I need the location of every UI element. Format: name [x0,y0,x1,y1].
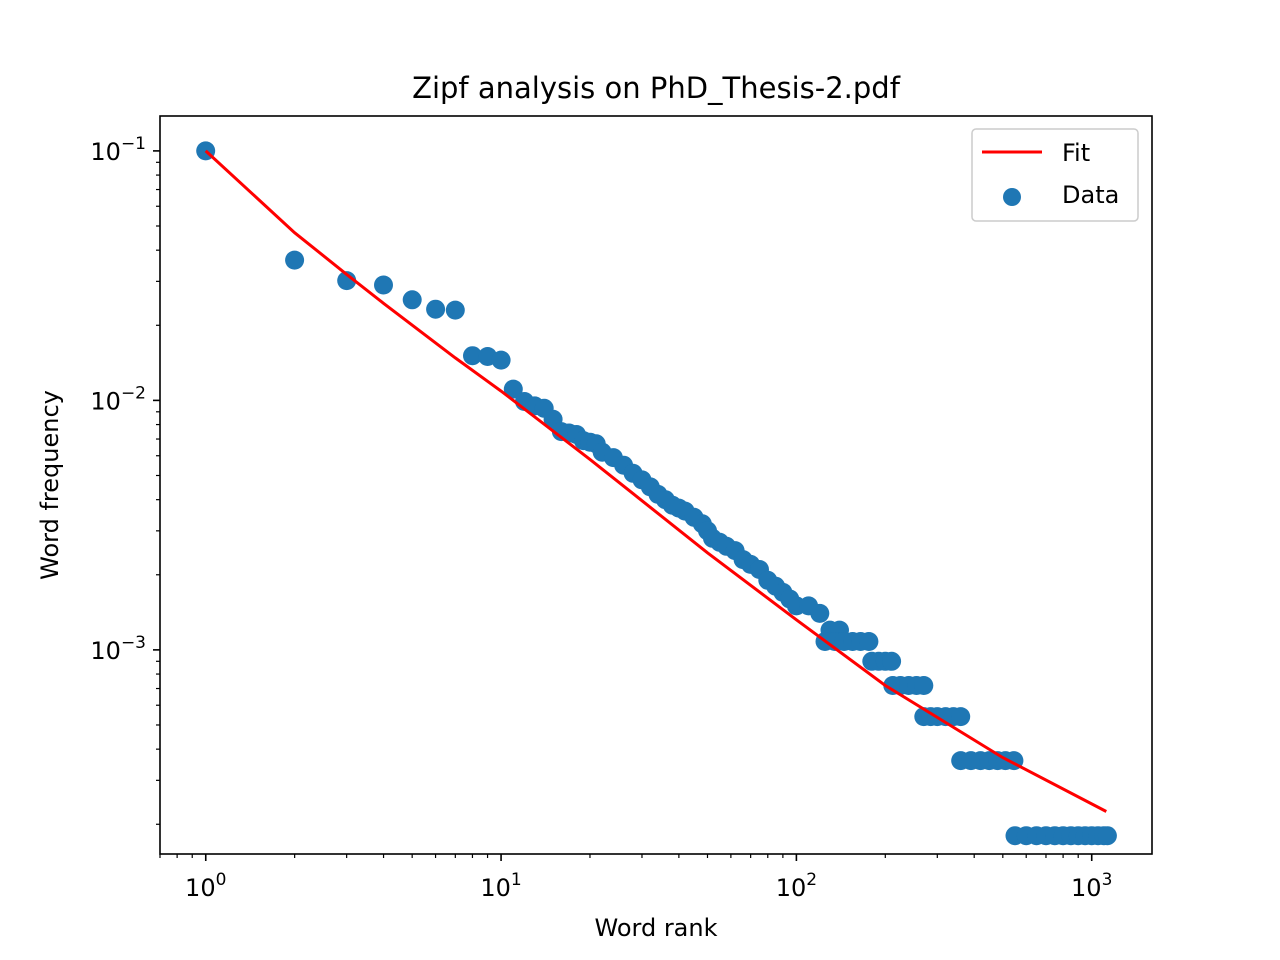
legend-data-label: Data [1062,181,1119,209]
data-series [196,141,1117,846]
y-tick-label: 10−3 [90,633,146,665]
data-point [426,299,446,319]
x-tick-label: 100 [185,870,226,902]
axis-ticks: 100 101 102 103 10−1 10−2 10−3 [90,134,1112,902]
y-tick-label: 10−2 [90,383,146,415]
data-point [914,676,934,695]
data-point [285,250,305,270]
legend-fit-label: Fit [1062,139,1090,167]
x-tick-label: 102 [776,870,817,902]
x-axis-label: Word rank [595,914,718,942]
data-point [491,350,511,370]
chart-title: Zipf analysis on PhD_Thesis-2.pdf [412,71,901,105]
data-point [810,603,830,623]
x-tick-label: 103 [1071,870,1112,902]
data-point [503,379,523,399]
data-point [882,651,902,671]
legend: Fit Data [971,128,1139,222]
x-tick-label: 101 [480,870,521,902]
axes-frame [159,115,1153,855]
data-point [337,271,357,291]
fit-line [204,149,1107,813]
y-tick-label: 10−1 [90,134,146,166]
data-point [445,300,465,320]
plot-area [196,141,1117,846]
legend-data-swatch [1003,188,1021,206]
data-point [374,275,393,295]
data-point [1097,826,1117,846]
y-axis-label: Word frequency [36,390,64,580]
data-point [402,290,422,310]
data-point [463,346,482,366]
data-point [859,632,879,651]
data-point [951,707,971,727]
